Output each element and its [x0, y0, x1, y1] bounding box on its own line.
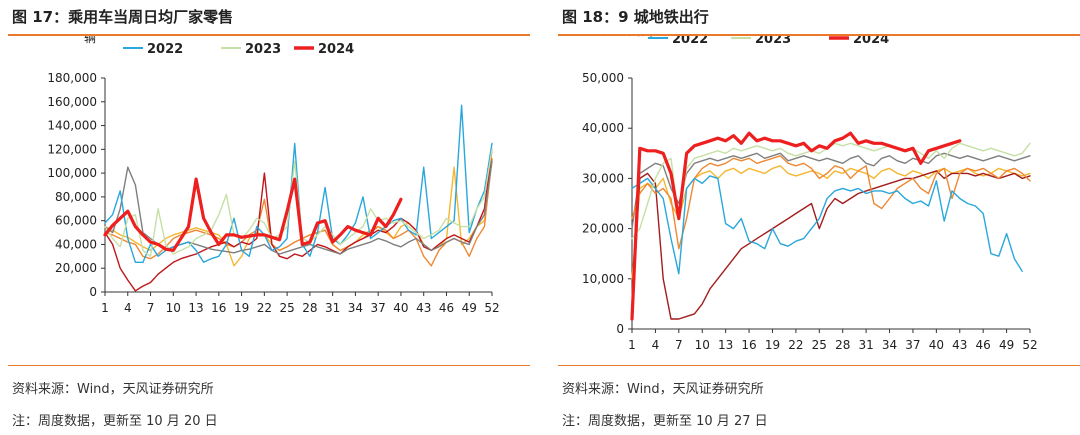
y-tick-label: 180,000	[47, 71, 97, 85]
x-tick-label: 52	[1022, 338, 1037, 352]
y-tick-label: 80,000	[55, 190, 97, 204]
source-divider	[558, 365, 1080, 366]
x-tick-label: 1	[101, 301, 109, 315]
x-tick-label: 40	[929, 338, 944, 352]
x-tick-label: 49	[462, 301, 477, 315]
x-tick-label: 7	[675, 338, 683, 352]
passenger-car-retail-chart: 辆 0 20,000 40,000 60,000 80,000 100,000 120,000…	[47, 36, 499, 315]
figure-18-note: 注：周度数据，更新至 10 月 27 日	[562, 414, 768, 429]
x-tick-label: 49	[999, 338, 1014, 352]
x-tick-label: 28	[302, 301, 317, 315]
x-tick-label: 52	[484, 301, 499, 315]
figure-17-title: 图 17：乘用车当周日均厂家零售	[12, 8, 234, 26]
subway-ridership-chart: 万人次/周010,00020,00030,00040,00050,0001471…	[582, 36, 1038, 352]
x-tick-label: 13	[188, 301, 203, 315]
x-tick-label: 37	[905, 338, 920, 352]
x-tick-label: 31	[858, 338, 873, 352]
y-tick-label: 100,000	[47, 166, 97, 180]
source-divider	[8, 365, 530, 366]
series-line-2018	[631, 165, 1031, 280]
y-tick-label: 160,000	[47, 95, 97, 109]
y-tick-label: 50,000	[582, 71, 624, 85]
x-tick-label: 16	[741, 338, 756, 352]
series-line-2020	[104, 148, 493, 292]
x-tick-label: 4	[652, 338, 660, 352]
y-tick-label: 20,000	[582, 222, 624, 236]
series-line-2024	[630, 131, 962, 321]
y-axis-unit-label: 辆	[84, 36, 96, 45]
y-tick-label: 120,000	[47, 142, 97, 156]
right-figure-panel: 图 18：9 城地铁出行 万人次/周 0 10,000 20,000 30,000 40,…	[550, 0, 1080, 435]
x-tick-label: 37	[371, 301, 386, 315]
left-figure-panel: 图 17：乘用车当周日均厂家零售 辆 0 20,000 40,000 60,000 80,…	[0, 0, 530, 435]
x-tick-label: 34	[348, 301, 363, 315]
series-line-2019	[104, 158, 493, 267]
y-tick-label: 0	[616, 322, 624, 336]
figure-18-source: 资料来源：Wind，天风证券研究所	[562, 382, 764, 397]
x-tick-label: 34	[882, 338, 897, 352]
x-tick-label: 7	[147, 301, 155, 315]
x-tick-label: 13	[718, 338, 733, 352]
x-tick-label: 40	[393, 301, 408, 315]
y-tick-label: 30,000	[582, 171, 624, 185]
x-tick-label: 10	[695, 338, 710, 352]
x-tick-label: 46	[439, 301, 454, 315]
x-tick-label: 25	[812, 338, 827, 352]
series-line-2024	[103, 177, 403, 252]
title-divider	[8, 34, 530, 36]
legend-label-2022: 2022	[672, 36, 708, 47]
legend-label-2023: 2023	[755, 36, 791, 47]
y-tick-label: 140,000	[47, 119, 97, 133]
series-line-2021	[631, 155, 1031, 250]
series-line-2019	[631, 152, 1031, 230]
x-tick-label: 19	[765, 338, 780, 352]
title-divider	[558, 34, 1080, 36]
series-line-2020	[631, 170, 1031, 320]
y-tick-label: 40,000	[55, 237, 97, 251]
figure-18-title: 图 18：9 城地铁出行	[562, 8, 709, 26]
x-tick-label: 43	[952, 338, 967, 352]
x-tick-label: 16	[211, 301, 226, 315]
figure-17-note: 注：周度数据，更新至 10 月 20 日	[12, 414, 218, 429]
y-tick-label: 60,000	[55, 214, 97, 228]
legend-label-2023: 2023	[245, 42, 281, 57]
x-tick-label: 31	[325, 301, 340, 315]
x-tick-label: 22	[788, 338, 803, 352]
x-tick-label: 43	[416, 301, 431, 315]
series-line-2022	[631, 175, 1023, 275]
y-tick-label: 10,000	[582, 272, 624, 286]
x-tick-label: 1	[628, 338, 636, 352]
series-line-2022	[104, 104, 493, 263]
y-tick-label: 20,000	[55, 261, 97, 275]
y-axis-unit-label: 万人次/周	[602, 36, 654, 38]
x-tick-label: 19	[234, 301, 249, 315]
x-tick-label: 22	[257, 301, 272, 315]
x-tick-label: 46	[976, 338, 991, 352]
x-tick-label: 28	[835, 338, 850, 352]
y-tick-label: 40,000	[582, 121, 624, 135]
legend-label-2024: 2024	[853, 36, 889, 47]
figure-17-source: 资料来源：Wind，天风证券研究所	[12, 382, 214, 397]
x-tick-label: 4	[124, 301, 132, 315]
legend-label-2022: 2022	[147, 42, 183, 57]
y-tick-label: 0	[89, 285, 97, 299]
legend-label-2024: 2024	[318, 42, 354, 57]
x-tick-label: 10	[166, 301, 181, 315]
x-tick-label: 25	[279, 301, 294, 315]
